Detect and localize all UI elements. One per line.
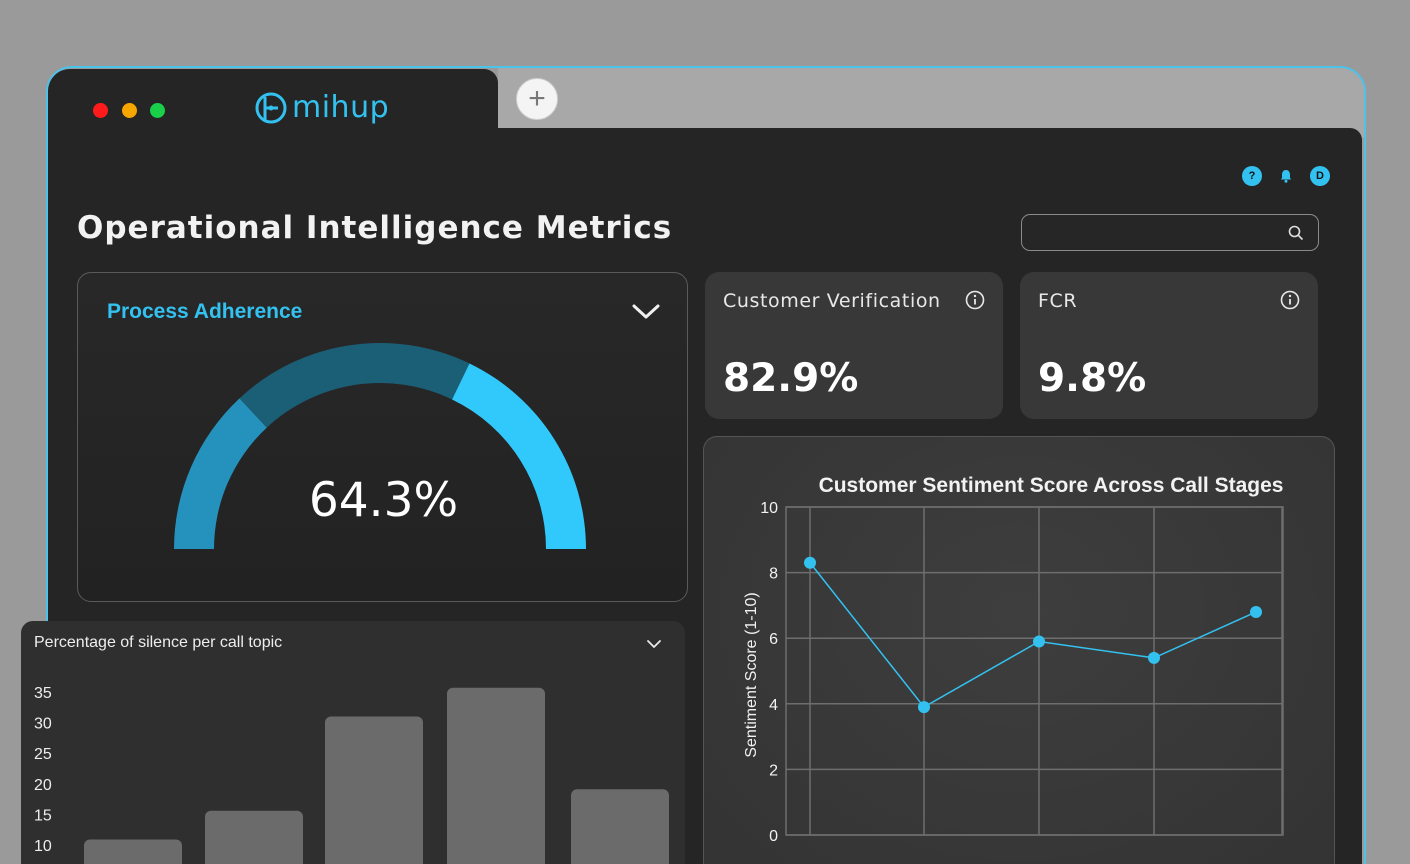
sentiment-series-line <box>809 562 1257 709</box>
data-point[interactable] <box>804 556 816 569</box>
chevron-down-icon[interactable] <box>632 303 660 321</box>
y-tick-label: 8 <box>769 566 778 583</box>
bar[interactable] <box>447 687 545 864</box>
kpi-value: 9.8% <box>1038 356 1147 401</box>
gauge-chart <box>174 343 586 549</box>
chart-y-axis-label: Sentiment Score (1-10) <box>743 592 760 757</box>
data-point[interactable] <box>1250 605 1262 618</box>
kpi-label: FCR <box>1038 290 1078 312</box>
bar[interactable] <box>325 716 423 864</box>
search-input[interactable] <box>1032 221 1282 245</box>
process-adherence-value: 64.3% <box>308 473 459 528</box>
close-window-button[interactable] <box>93 103 108 118</box>
y-tick-label: 2 <box>769 762 778 779</box>
logo-text: mihup <box>292 89 390 125</box>
gauge-segment-middle <box>239 343 470 428</box>
kpi-card-fcr: FCR 9.8% <box>1020 272 1318 419</box>
gauge-segment-value <box>452 363 586 549</box>
page-title: Operational Intelligence Metrics <box>77 210 673 246</box>
process-adherence-title: Process Adherence <box>107 300 303 323</box>
y-tick-label: 4 <box>769 697 778 714</box>
data-point[interactable] <box>1033 635 1045 648</box>
chart-title: Percentage of silence per call topic <box>34 634 283 651</box>
search-box[interactable] <box>1021 214 1319 251</box>
y-tick-label: 10 <box>760 500 778 517</box>
plot-frame <box>785 506 1284 836</box>
y-tick-label: 0 <box>769 828 778 845</box>
bar[interactable] <box>571 789 669 864</box>
maximize-window-button[interactable] <box>150 103 165 118</box>
plus-icon: + <box>528 82 546 115</box>
y-tick-label: 15 <box>34 807 52 824</box>
kpi-label: Customer Verification <box>723 290 941 312</box>
bar[interactable] <box>84 839 182 864</box>
y-tick-label: 25 <box>34 746 52 763</box>
logo-mark-icon <box>255 92 287 124</box>
search-icon[interactable] <box>1288 225 1304 241</box>
data-point[interactable] <box>1148 651 1160 664</box>
chart-title: Customer Sentiment Score Across Call Sta… <box>819 474 1284 497</box>
y-tick-label: 6 <box>769 631 778 648</box>
minimize-window-button[interactable] <box>122 103 137 118</box>
tab-strip <box>498 68 1364 138</box>
y-tick-label: 30 <box>34 716 52 733</box>
new-tab-button[interactable]: + <box>516 78 558 120</box>
chevron-down-icon[interactable] <box>646 639 662 649</box>
y-tick-label: 20 <box>34 777 52 794</box>
process-adherence-card: Process Adherence 64.3% <box>77 272 688 602</box>
info-icon[interactable] <box>965 290 985 310</box>
kpi-value: 82.9% <box>723 356 859 401</box>
bar[interactable] <box>205 810 303 864</box>
sentiment-line-chart: Customer Sentiment Score Across Call Sta… <box>743 474 1284 845</box>
data-point[interactable] <box>918 701 930 714</box>
help-icon[interactable]: ? <box>1242 166 1262 186</box>
bell-icon[interactable] <box>1276 166 1296 186</box>
silence-bar-chart: 10 15 20 25 30 35 <box>34 685 669 864</box>
sentiment-chart-card: Customer Sentiment Score Across Call Sta… <box>703 436 1335 864</box>
app-logo[interactable]: mihup <box>254 89 390 125</box>
user-avatar[interactable]: D <box>1310 166 1330 186</box>
window-frame <box>46 66 1366 864</box>
gauge-segment-left <box>174 398 267 549</box>
silence-chart-card: Percentage of silence per call topic 10 1… <box>21 621 685 864</box>
kpi-card-customer-verification: Customer Verification 82.9% <box>705 272 1003 419</box>
info-icon[interactable] <box>1280 290 1300 310</box>
y-tick-label: 35 <box>34 685 52 702</box>
y-tick-label: 10 <box>34 838 52 855</box>
